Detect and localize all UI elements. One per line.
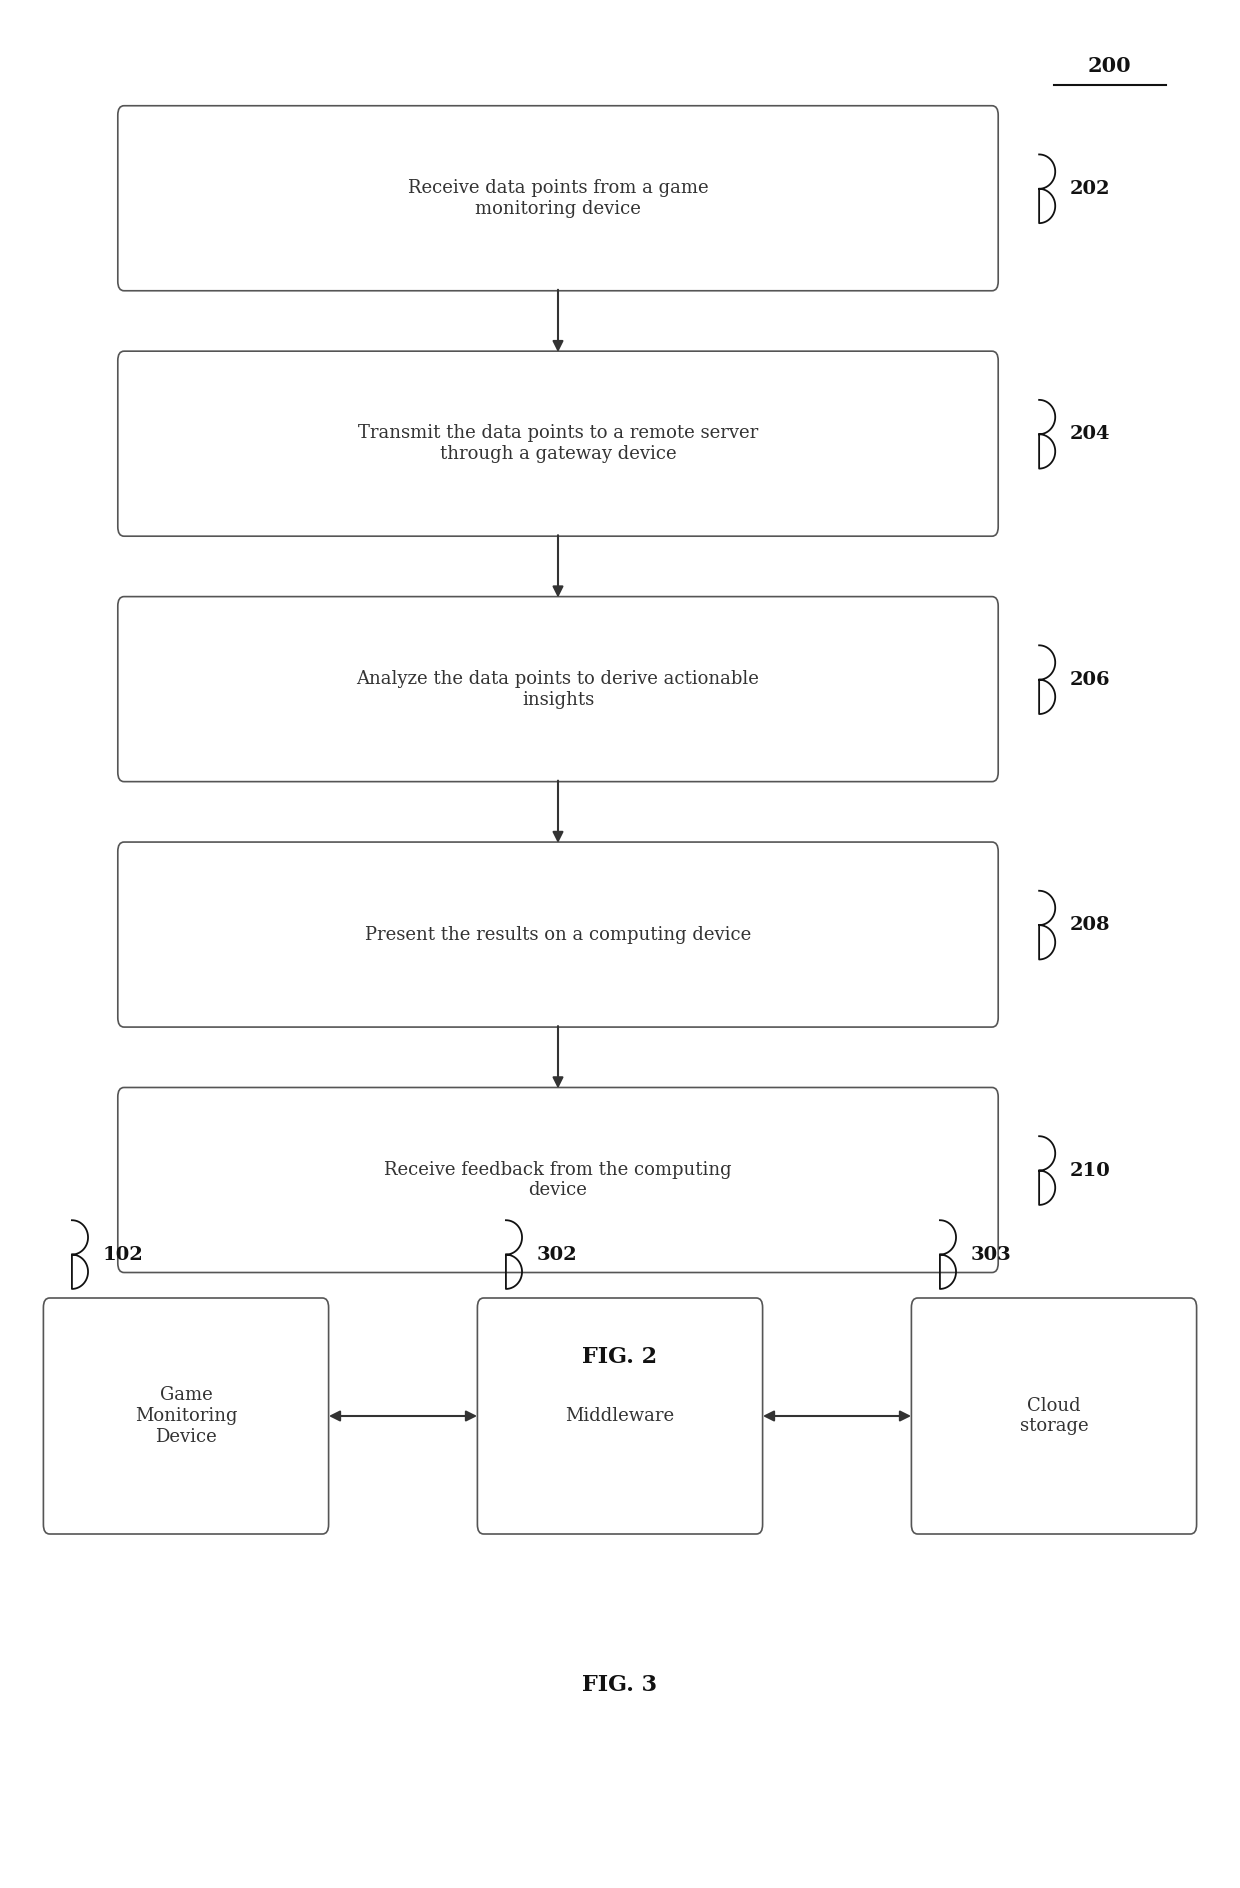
Text: 206: 206 [1070,670,1111,689]
FancyBboxPatch shape [43,1299,329,1533]
Text: Receive data points from a game
monitoring device: Receive data points from a game monitori… [408,179,708,217]
FancyBboxPatch shape [118,1087,998,1273]
Text: 210: 210 [1070,1161,1111,1180]
Text: FIG. 2: FIG. 2 [583,1346,657,1369]
Text: 302: 302 [537,1246,578,1263]
Text: 208: 208 [1070,916,1111,935]
Text: 303: 303 [971,1246,1012,1263]
Text: Present the results on a computing device: Present the results on a computing devic… [365,925,751,944]
Text: Cloud
storage: Cloud storage [1019,1397,1089,1435]
Text: Game
Monitoring
Device: Game Monitoring Device [135,1386,237,1446]
Text: 202: 202 [1070,179,1111,198]
FancyBboxPatch shape [477,1299,763,1533]
FancyBboxPatch shape [118,842,998,1027]
FancyBboxPatch shape [118,106,998,291]
FancyBboxPatch shape [118,597,998,782]
Text: FIG. 3: FIG. 3 [583,1675,657,1695]
Text: Transmit the data points to a remote server
through a gateway device: Transmit the data points to a remote ser… [358,425,758,463]
Text: Middleware: Middleware [565,1407,675,1425]
Text: 204: 204 [1070,425,1111,444]
Text: 102: 102 [103,1246,144,1263]
FancyBboxPatch shape [118,351,998,536]
Text: 200: 200 [1087,57,1132,76]
Text: Receive feedback from the computing
device: Receive feedback from the computing devi… [384,1161,732,1199]
Text: Analyze the data points to derive actionable
insights: Analyze the data points to derive action… [357,670,759,708]
FancyBboxPatch shape [911,1299,1197,1533]
